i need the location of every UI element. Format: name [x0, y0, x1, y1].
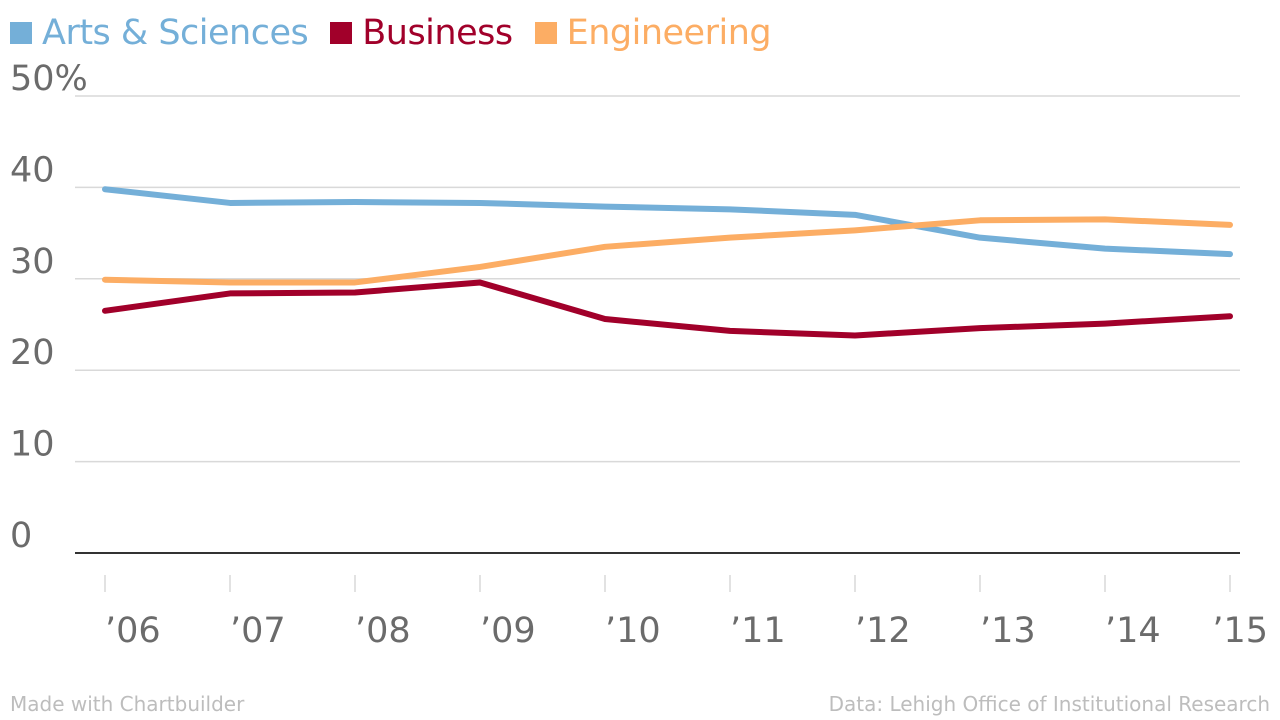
legend-label-business: Business — [362, 13, 513, 53]
x-tick-label: ’11 — [730, 611, 786, 651]
legend-swatch-arts-sciences — [10, 22, 32, 44]
y-tick-label: 10 — [10, 425, 55, 465]
legend-label-arts-sciences: Arts & Sciences — [42, 13, 309, 53]
series-line-engineering — [102, 216, 1233, 286]
legend-item-engineering: Engineering — [534, 13, 772, 53]
x-tick-label: ’09 — [480, 611, 536, 651]
legend-item-business: Business — [330, 13, 513, 53]
x-tick-label: ’13 — [980, 611, 1036, 651]
y-tick-label: 0 — [10, 516, 32, 556]
y-tick-label: 20 — [10, 333, 55, 373]
x-tick-label: ’06 — [105, 611, 161, 651]
legend: Arts & Sciences Business Engineering — [10, 8, 793, 58]
x-tick-label: ’12 — [855, 611, 911, 651]
legend-item-arts-sciences: Arts & Sciences — [10, 13, 309, 53]
series-line-arts-sciences — [102, 186, 1233, 258]
x-tick-label: ’08 — [355, 611, 411, 651]
legend-swatch-business — [330, 22, 353, 44]
legend-swatch-engineering — [534, 22, 557, 44]
y-tick-label: 50% — [10, 59, 88, 99]
x-tick-label: ’07 — [230, 611, 286, 651]
x-tick-label: ’15 — [1212, 611, 1268, 651]
y-tick-label: 40 — [10, 150, 55, 190]
series-line-business — [102, 279, 1233, 339]
y-tick-label: 30 — [10, 242, 55, 282]
legend-label-engineering: Engineering — [566, 13, 772, 53]
x-tick-label: ’10 — [605, 611, 661, 651]
credit-text: Made with Chartbuilder — [10, 692, 245, 716]
x-tick-label: ’14 — [1105, 611, 1161, 651]
data-source-text: Data: Lehigh Office of Institutional Res… — [828, 692, 1270, 716]
